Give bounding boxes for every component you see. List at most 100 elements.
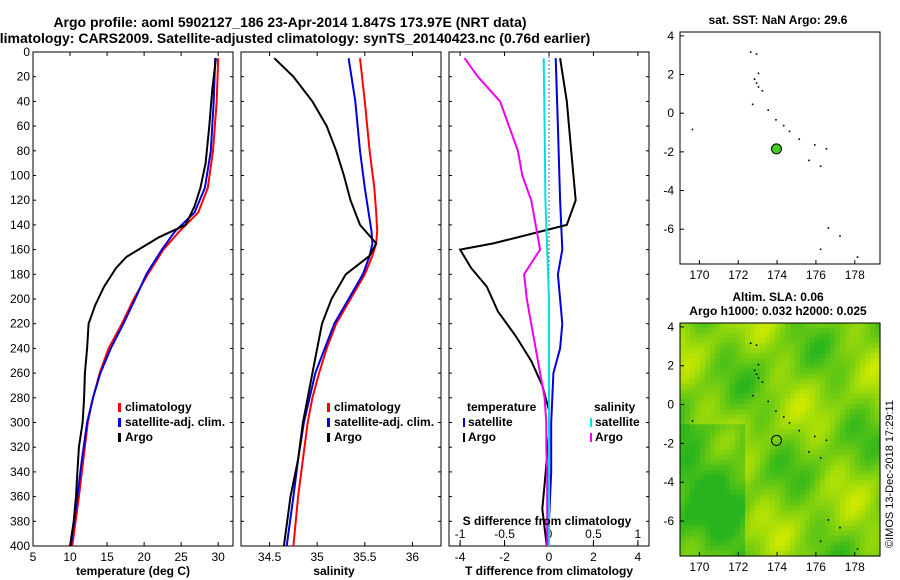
lon-tick-label: 174 — [767, 268, 787, 282]
heatmap-cell — [755, 333, 761, 339]
heatmap-cell — [740, 525, 746, 532]
heatmap-cell — [805, 358, 811, 365]
heatmap-cell — [770, 469, 776, 476]
heatmap-cell — [750, 424, 756, 430]
heatmap-cell — [725, 540, 731, 547]
heatmap-cell — [845, 373, 851, 380]
heatmap-cell — [745, 409, 751, 415]
legend-swatch-satellite — [327, 418, 330, 427]
heatmap-cell — [715, 535, 721, 542]
heatmap-cell — [865, 338, 871, 344]
heatmap-cell — [770, 338, 776, 344]
heatmap-cell — [685, 363, 691, 370]
heatmap-cell — [760, 530, 766, 537]
heatmap-cell — [810, 434, 816, 441]
heatmap-cell — [740, 388, 746, 395]
heatmap-cell — [765, 535, 771, 542]
heatmap-cell — [735, 419, 741, 425]
legend-swatch-s-satellite — [590, 418, 592, 427]
heatmap-cell — [815, 358, 821, 365]
heatmap-cell — [765, 338, 771, 344]
heatmap-cell — [785, 495, 791, 501]
heatmap-cell — [845, 540, 851, 547]
heatmap-cell — [820, 474, 826, 481]
heatmap-cell — [870, 540, 876, 547]
heatmap-cell — [845, 535, 851, 542]
heatmap-cell — [705, 540, 711, 547]
heatmap-cell — [735, 333, 741, 339]
heatmap-cell — [715, 353, 721, 360]
heatmap-cell — [870, 469, 876, 476]
heatmap-cell — [775, 449, 781, 456]
heatmap-cell — [765, 545, 771, 552]
heatmap-cell — [805, 474, 811, 481]
heatmap-cell — [825, 464, 831, 471]
heatmap-cell — [680, 358, 686, 365]
heatmap-cell — [840, 480, 846, 486]
lat-tick-label: 0 — [667, 106, 674, 120]
heatmap-cell — [680, 485, 686, 491]
heatmap-cell — [685, 388, 691, 395]
heatmap-cell — [855, 500, 861, 506]
heatmap-cell — [745, 353, 751, 360]
heatmap-cell — [745, 388, 751, 395]
heatmap-cell — [680, 480, 686, 486]
islands — [691, 51, 859, 258]
heatmap-cell — [830, 409, 836, 415]
island-dot — [856, 548, 859, 550]
heatmap-cell — [870, 378, 876, 385]
heatmap-cell — [705, 485, 711, 491]
heatmap-cell — [790, 480, 796, 486]
heatmap-cell — [695, 469, 701, 476]
heatmap-cell — [835, 540, 841, 547]
heatmap-cell — [780, 368, 786, 375]
heatmap-cell — [745, 510, 751, 517]
heatmap-cell — [680, 525, 686, 532]
sla-map-frame — [679, 322, 881, 557]
sla-map-title-line1: Altim. SLA: 0.06 — [732, 290, 824, 304]
heatmap-cell — [725, 490, 731, 496]
heatmap-cell — [685, 525, 691, 532]
heatmap-cell — [770, 540, 776, 547]
heatmap-cell — [745, 398, 751, 405]
heatmap-cell — [685, 464, 691, 471]
heatmap-cell — [745, 429, 751, 436]
heatmap-cell — [845, 495, 851, 501]
heatmap-cell — [875, 388, 881, 395]
heatmap-cell — [745, 373, 751, 380]
heatmap-cell — [745, 363, 751, 370]
heatmap-cell — [850, 373, 856, 380]
heatmap-cell — [745, 449, 751, 456]
legend-swatch-climatology — [118, 403, 121, 412]
heatmap-cell — [680, 348, 686, 354]
heatmap-cell — [745, 439, 751, 446]
heatmap-cell — [755, 414, 761, 420]
heatmap-cell — [805, 393, 811, 400]
heatmap-cell — [685, 490, 691, 496]
heatmap-cell — [685, 398, 691, 405]
heatmap-cell — [715, 540, 721, 547]
heatmap-cell — [735, 323, 741, 329]
heatmap-cell — [750, 515, 756, 522]
heatmap-cell — [730, 383, 736, 390]
heatmap-cell — [715, 545, 721, 552]
heatmap-cell — [700, 505, 706, 512]
heatmap-cell — [810, 545, 816, 552]
heatmap-cell — [865, 343, 871, 349]
heatmap-cell — [730, 348, 736, 354]
heatmap-cell — [855, 469, 861, 476]
heatmap-cell — [800, 550, 806, 557]
heatmap-cell — [700, 393, 706, 400]
heatmap-cell — [685, 530, 691, 537]
heatmap-cell — [810, 373, 816, 380]
heatmap-cell — [770, 485, 776, 491]
heatmap-cell — [825, 550, 831, 557]
heatmap-cell — [830, 459, 836, 466]
heatmap-cell — [715, 439, 721, 446]
heatmap-cell — [705, 328, 711, 334]
heatmap-cell — [715, 333, 721, 339]
heatmap-cell — [810, 505, 816, 512]
heatmap-cell — [745, 358, 751, 365]
heatmap-cell — [795, 409, 801, 415]
heatmap-cell — [790, 515, 796, 522]
